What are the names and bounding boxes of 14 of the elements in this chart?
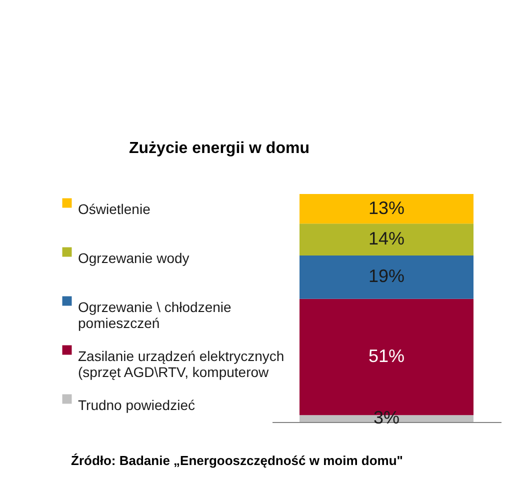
bar <box>300 256 474 299</box>
legend-label: Oświetlenie <box>78 201 151 217</box>
legend-label: Trudno powiedzieć <box>78 397 195 413</box>
data-label: 51% <box>368 346 405 366</box>
bar <box>300 194 474 224</box>
legend-label: Zasilanie urządzeń elektrycznych (sprzęt AGD\RTV, komputerow <box>78 348 284 380</box>
bar <box>300 224 474 256</box>
legend-label: Ogrzewanie \ chłodzenie pomieszczeń <box>78 299 232 331</box>
data-label: 14% <box>368 228 405 249</box>
data-label: 13% <box>368 198 405 218</box>
data-label: 19% <box>368 266 405 286</box>
chart-title: Zużycie energii w domu <box>129 140 310 157</box>
text: Źródło: Badanie „Energooszczędność w moim domu" <box>71 453 403 468</box>
legend-label: Ogrzewanie wody <box>78 250 190 266</box>
